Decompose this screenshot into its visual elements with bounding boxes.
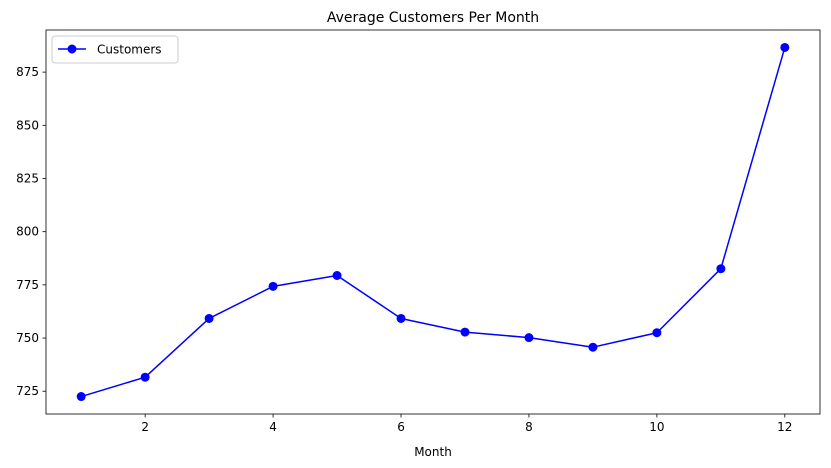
data-point bbox=[268, 281, 278, 291]
y-axis: 725 750 775 800 825 850 875 bbox=[16, 65, 46, 398]
data-point bbox=[524, 333, 534, 343]
x-axis: 2 4 6 8 10 12 bbox=[141, 414, 792, 434]
legend: Customers bbox=[51, 35, 179, 64]
data-point bbox=[716, 264, 726, 274]
x-tick-label: 4 bbox=[269, 420, 277, 434]
x-axis-label: Month bbox=[414, 445, 452, 459]
x-tick-label: 8 bbox=[525, 420, 533, 434]
data-point bbox=[140, 372, 150, 382]
series-line-customers bbox=[80, 47, 786, 398]
y-tick-label: 875 bbox=[16, 65, 39, 79]
x-tick-label: 10 bbox=[649, 420, 664, 434]
y-tick-label: 725 bbox=[16, 384, 39, 398]
y-tick-label: 750 bbox=[16, 331, 39, 345]
data-point bbox=[76, 392, 86, 402]
data-point bbox=[588, 342, 598, 352]
legend-box bbox=[51, 35, 179, 64]
x-tick-label: 12 bbox=[777, 420, 792, 434]
legend-marker-swatch bbox=[67, 44, 77, 54]
data-point bbox=[460, 327, 470, 337]
series-group bbox=[76, 42, 790, 402]
legend-label-customers: Customers bbox=[97, 43, 162, 57]
x-tick-label: 2 bbox=[141, 420, 149, 434]
y-tick-label: 775 bbox=[16, 278, 39, 292]
plot-area bbox=[45, 29, 821, 415]
y-tick-label: 850 bbox=[16, 118, 39, 132]
data-point bbox=[652, 328, 662, 338]
data-point bbox=[396, 313, 406, 323]
data-point bbox=[780, 42, 790, 52]
chart-title: Average Customers Per Month bbox=[327, 10, 539, 26]
data-point bbox=[332, 271, 342, 281]
data-point bbox=[204, 313, 214, 323]
x-tick-label: 6 bbox=[397, 420, 405, 434]
y-tick-label: 800 bbox=[16, 225, 39, 239]
y-tick-label: 825 bbox=[16, 171, 39, 185]
